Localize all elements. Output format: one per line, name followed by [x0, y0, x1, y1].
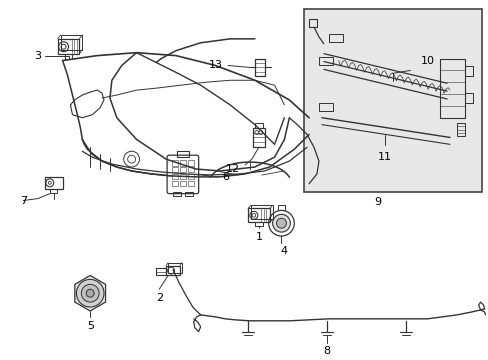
Bar: [61, 35, 82, 50]
Text: 2: 2: [155, 293, 163, 303]
Bar: [328, 34, 342, 42]
Bar: [187, 167, 193, 172]
Text: 6: 6: [222, 172, 229, 182]
Circle shape: [272, 214, 290, 232]
Bar: [304, 9, 481, 192]
Bar: [177, 151, 188, 157]
Bar: [247, 208, 269, 222]
Bar: [168, 263, 182, 273]
Bar: [156, 267, 166, 275]
Text: 4: 4: [280, 246, 287, 256]
Bar: [172, 160, 178, 166]
Text: 5: 5: [86, 321, 94, 331]
Circle shape: [76, 279, 104, 307]
Text: 3: 3: [34, 51, 41, 60]
Bar: [166, 266, 180, 275]
Bar: [187, 160, 193, 166]
Bar: [172, 167, 178, 172]
Bar: [318, 57, 332, 66]
Bar: [187, 174, 193, 179]
Bar: [172, 181, 178, 186]
Text: 1: 1: [256, 232, 263, 242]
Bar: [45, 177, 62, 189]
Bar: [308, 19, 316, 27]
Bar: [254, 59, 264, 76]
Bar: [58, 39, 79, 54]
Bar: [184, 192, 192, 195]
Circle shape: [86, 289, 94, 297]
Bar: [254, 123, 262, 127]
Bar: [254, 222, 262, 226]
Bar: [180, 181, 185, 186]
Bar: [180, 160, 185, 166]
Text: 7: 7: [20, 195, 27, 206]
Bar: [50, 189, 57, 193]
Text: 11: 11: [377, 152, 391, 162]
Bar: [252, 127, 264, 147]
Text: 12: 12: [225, 164, 240, 174]
Bar: [277, 206, 285, 210]
Bar: [439, 59, 464, 118]
Circle shape: [276, 218, 286, 228]
Bar: [180, 174, 185, 179]
Polygon shape: [75, 275, 105, 311]
Bar: [187, 181, 193, 186]
Text: 9: 9: [374, 197, 381, 207]
Bar: [464, 93, 472, 103]
Text: 8: 8: [323, 346, 330, 356]
Bar: [172, 174, 178, 179]
Bar: [250, 206, 272, 219]
Bar: [318, 103, 332, 111]
Bar: [456, 123, 464, 136]
Text: 10: 10: [420, 57, 433, 67]
Bar: [464, 67, 472, 76]
Bar: [180, 167, 185, 172]
Text: 13: 13: [209, 60, 223, 71]
Circle shape: [81, 284, 99, 302]
Bar: [173, 192, 181, 195]
Bar: [64, 54, 72, 59]
